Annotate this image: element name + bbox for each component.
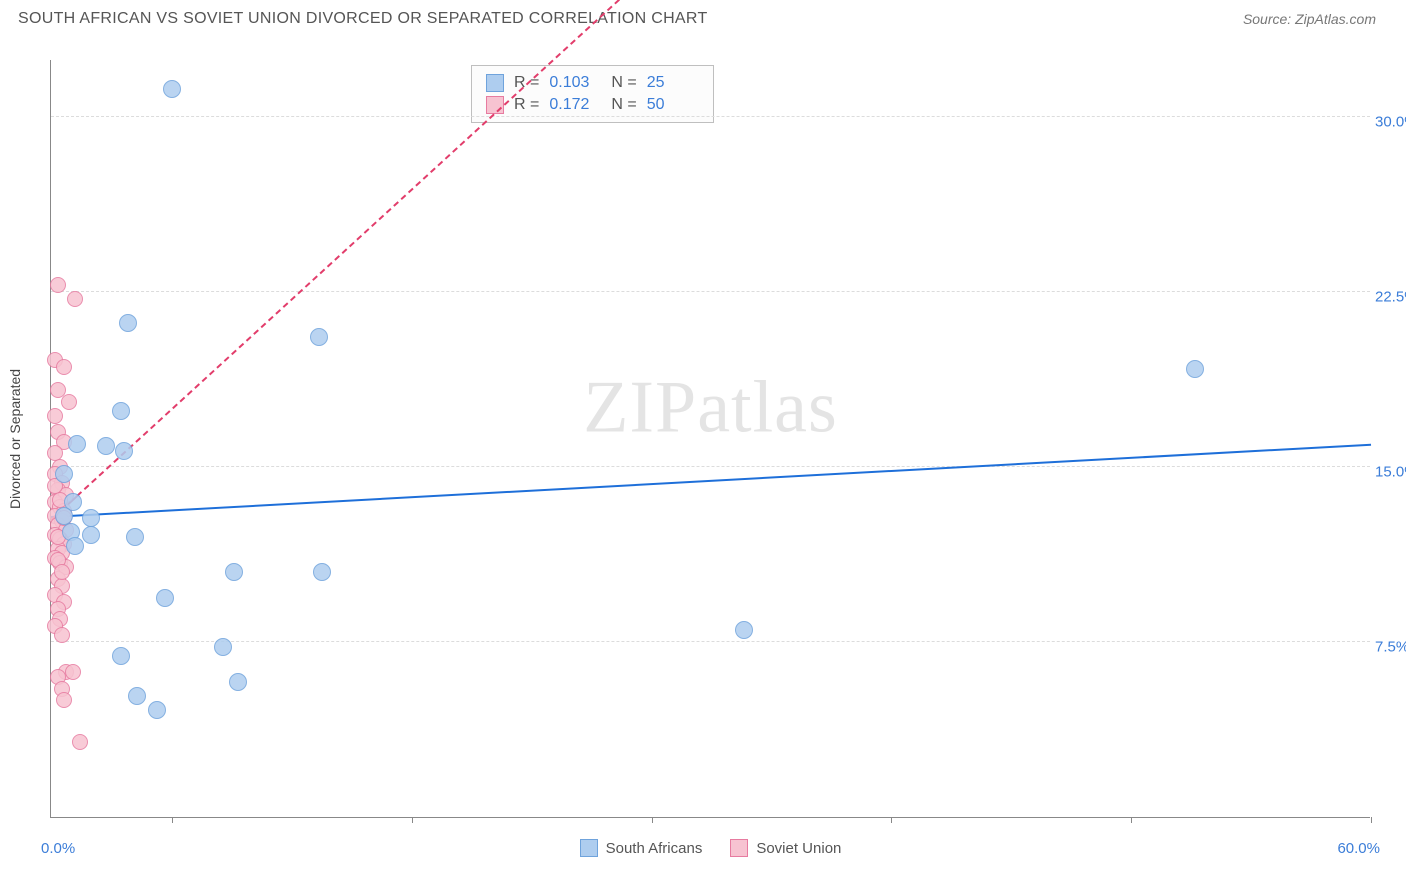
data-point	[225, 563, 243, 581]
data-point	[229, 673, 247, 691]
y-tick-label: 7.5%	[1375, 639, 1406, 656]
stat-r-value: 0.172	[549, 96, 601, 114]
x-tick	[412, 817, 413, 823]
data-point	[56, 359, 72, 375]
legend-label: South Africans	[606, 840, 703, 857]
data-point	[119, 314, 137, 332]
stats-legend-box: R = 0.103 N = 25 R = 0.172 N = 50	[471, 65, 714, 123]
grid-line	[51, 641, 1370, 642]
data-point	[61, 394, 77, 410]
data-point	[66, 537, 84, 555]
data-point	[112, 402, 130, 420]
swatch-icon	[486, 74, 504, 92]
data-point	[65, 664, 81, 680]
x-tick	[1371, 817, 1372, 823]
data-point	[55, 507, 73, 525]
grid-line	[51, 466, 1370, 467]
y-tick-label: 15.0%	[1375, 464, 1406, 481]
stat-r-value: 0.103	[549, 74, 601, 92]
data-point	[126, 528, 144, 546]
x-tick	[891, 817, 892, 823]
data-point	[56, 692, 72, 708]
data-point	[310, 328, 328, 346]
y-axis-label: Divorced or Separated	[7, 368, 23, 508]
data-point	[1186, 360, 1204, 378]
x-tick	[172, 817, 173, 823]
grid-line	[51, 291, 1370, 292]
stat-n-value: 50	[647, 96, 699, 114]
data-point	[54, 564, 70, 580]
data-point	[115, 442, 133, 460]
data-point	[735, 621, 753, 639]
stats-row: R = 0.172 N = 50	[486, 94, 699, 116]
swatch-icon	[580, 839, 598, 857]
data-point	[156, 589, 174, 607]
data-point	[55, 465, 73, 483]
data-point	[128, 687, 146, 705]
data-point	[82, 509, 100, 527]
data-point	[50, 277, 66, 293]
y-tick-label: 22.5%	[1375, 289, 1406, 306]
data-point	[148, 701, 166, 719]
legend-item: Soviet Union	[730, 839, 841, 857]
x-tick	[652, 817, 653, 823]
data-point	[72, 734, 88, 750]
data-point	[313, 563, 331, 581]
stat-n-label: N =	[611, 74, 636, 92]
data-point	[47, 408, 63, 424]
data-point	[112, 647, 130, 665]
legend-item: South Africans	[580, 839, 703, 857]
data-point	[67, 291, 83, 307]
grid-line	[51, 116, 1370, 117]
trend-line-dashed	[77, 0, 1372, 496]
source-credit: Source: ZipAtlas.com	[1243, 11, 1376, 27]
y-tick-label: 30.0%	[1375, 114, 1406, 131]
data-point	[54, 627, 70, 643]
watermark: ZIPatlas	[583, 366, 838, 451]
data-point	[82, 526, 100, 544]
x-tick	[1131, 817, 1132, 823]
data-point	[214, 638, 232, 656]
bottom-legend: South Africans Soviet Union	[51, 839, 1370, 857]
data-point	[163, 80, 181, 98]
trend-line	[51, 444, 1371, 518]
scatter-chart: ZIPatlas Divorced or Separated 0.0% 60.0…	[50, 60, 1370, 818]
stat-n-value: 25	[647, 74, 699, 92]
swatch-icon	[730, 839, 748, 857]
legend-label: Soviet Union	[756, 840, 841, 857]
stat-r-label: R =	[514, 96, 539, 114]
data-point	[97, 437, 115, 455]
stat-n-label: N =	[611, 96, 636, 114]
data-point	[68, 435, 86, 453]
